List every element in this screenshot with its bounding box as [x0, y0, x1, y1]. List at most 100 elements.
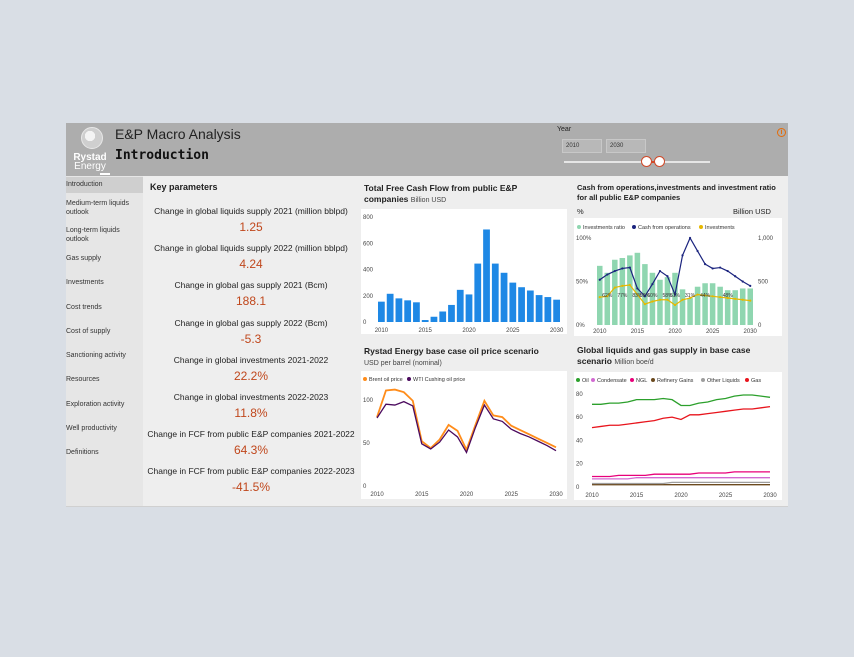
fcf-y-tick: 800: [363, 215, 374, 221]
app-title: E&P Macro Analysis: [115, 126, 241, 142]
line-point: [741, 280, 744, 283]
sidebar-item-resources[interactable]: Resources: [66, 376, 100, 383]
cash-ops-right-unit: Billion USD: [733, 207, 771, 216]
investment-ratio-bar: [732, 290, 738, 325]
legend-marker: [591, 378, 595, 382]
key-parameters-title: Key parameters: [150, 182, 218, 192]
supply-x-tick: 2015: [630, 493, 644, 499]
key-param-value: 188.1: [235, 294, 267, 309]
line-point: [711, 295, 714, 298]
fcf-bar: [439, 311, 447, 322]
year-slider-track[interactable]: [564, 161, 710, 163]
line-point: [726, 269, 729, 273]
cash-y-left-tick: 0%: [576, 323, 585, 329]
fcf-bar: [535, 295, 543, 322]
ratio-data-label: 83%: [632, 293, 643, 299]
sidebar-item-introduction[interactable]: Introduction: [66, 177, 143, 193]
oil-series-line: [376, 388, 557, 453]
active-page-indicator: [100, 173, 110, 175]
sidebar-item-gas-supply[interactable]: Gas supply: [66, 255, 102, 262]
supply-series-line: [592, 477, 770, 480]
oil-x-tick: 2025: [505, 492, 519, 498]
info-circle-icon[interactable]: i: [777, 128, 786, 137]
year-slider-end-handle[interactable]: [654, 156, 665, 167]
sidebar-item-well-productivity[interactable]: Well productivity: [66, 425, 117, 432]
supply-x-tick: 2030: [763, 493, 777, 499]
legend-label: Investments: [705, 225, 735, 231]
line-point: [666, 275, 669, 278]
oil-y-tick: 100: [363, 398, 374, 404]
ratio-data-label: 59%: [640, 293, 651, 299]
supply-title-text: Global liquids and gas supply in base ca…: [577, 345, 751, 366]
line-point: [726, 296, 729, 300]
logo-text-line2: Energy: [74, 161, 106, 172]
line-point: [613, 286, 616, 289]
globe-icon: [81, 127, 103, 149]
cash-ops-chart-area: Investments ratio Cash from operations Inv…: [574, 218, 782, 336]
key-param-value: 22.2%: [233, 368, 269, 383]
fcf-x-tick: 2020: [462, 328, 476, 334]
line-point: [666, 298, 669, 301]
line-point: [673, 293, 677, 296]
supply-series-line: [592, 471, 770, 478]
ratio-data-label: 58%: [662, 293, 673, 299]
fcf-chart: 0 200 400 600 800 2010 2015 2020 2025 2030: [363, 215, 564, 334]
supply-y-tick: 60: [576, 415, 583, 421]
sidebar-item-investments[interactable]: Investments: [66, 279, 104, 286]
legend-marker: [363, 377, 367, 381]
legend-label: Oil: [582, 378, 589, 384]
sidebar-item-exploration-activity[interactable]: Exploration activity: [66, 401, 125, 408]
cash-y-left-tick: 50%: [576, 280, 589, 286]
investment-ratio-bar: [709, 283, 716, 325]
sidebar-item-cost-of-supply[interactable]: Cost of supply: [66, 328, 111, 335]
sidebar-item-medium-term-liquids-outlook[interactable]: Medium-term liquids outlook: [66, 200, 130, 216]
year-from-input[interactable]: 2010: [562, 139, 602, 153]
fcf-y-tick: 600: [363, 241, 374, 247]
investment-ratio-bar: [672, 272, 678, 325]
ratio-data-label: 48%: [723, 293, 734, 299]
supply-subtitle: Million boe/d: [614, 359, 654, 366]
fcf-subtitle: Billion USD: [410, 197, 447, 204]
legend-label: Refinery Gains: [657, 378, 694, 384]
legend-label: Gas: [751, 378, 761, 384]
cash-ops-chart: Investments ratio Cash from operations Inv…: [576, 225, 774, 335]
supply-series-line: [592, 481, 770, 485]
header-bar: Rystad Energy E&P Macro Analysis Introdu…: [66, 123, 788, 176]
line-point: [734, 297, 737, 300]
supply-x-tick: 2010: [585, 493, 599, 499]
sidebar-item-cost-trends[interactable]: Cost trends: [66, 304, 102, 311]
key-param-label: Change in global investments 2021-2022: [173, 354, 329, 365]
supply-chart-area: Oil Condensate NGL Refinery Gains Other Liqu…: [574, 372, 782, 500]
line-point: [598, 278, 601, 281]
year-to-input[interactable]: 2030: [606, 139, 646, 153]
fcf-bar: [526, 290, 534, 322]
sidebar-item-sanctioning-activity[interactable]: Sanctioning activity: [66, 352, 126, 359]
line-point: [734, 275, 737, 278]
investment-ratio-bar: [612, 259, 618, 325]
investment-ratio-bar: [694, 286, 701, 325]
legend-marker: [745, 378, 749, 382]
fcf-title-text: Total Free Cash Flow from public E&P com…: [364, 183, 518, 204]
ratio-data-label: 31%: [685, 293, 696, 299]
cash-y-right-tick: 0: [758, 323, 762, 329]
line-point: [681, 298, 684, 301]
fcf-bar: [483, 229, 490, 322]
year-slider-range: [646, 161, 659, 163]
line-point: [681, 254, 684, 257]
year-slicer-label: Year: [557, 126, 572, 133]
line-point: [749, 299, 752, 302]
legend-label: Other Liquids: [707, 378, 740, 384]
sidebar-nav: Introduction Medium-term liquids outlook L…: [66, 176, 143, 507]
supply-x-tick: 2025: [719, 493, 733, 499]
sidebar-item-long-term-liquids-outlook[interactable]: Long-term liquids outlook: [66, 227, 120, 243]
line-point: [606, 273, 609, 276]
oil-series-line: [376, 400, 557, 454]
key-param-value: 1.25: [239, 220, 263, 234]
cash-ops-left-unit: %: [577, 207, 584, 216]
fcf-bar: [386, 293, 394, 322]
line-point: [651, 283, 654, 286]
fcf-bar: [518, 287, 525, 322]
sidebar-item-definitions[interactable]: Definitions: [66, 449, 99, 456]
year-slider-start-handle[interactable]: [641, 156, 652, 167]
supply-chart: Oil Condensate NGL Refinery Gains Other Liqu…: [576, 378, 777, 499]
